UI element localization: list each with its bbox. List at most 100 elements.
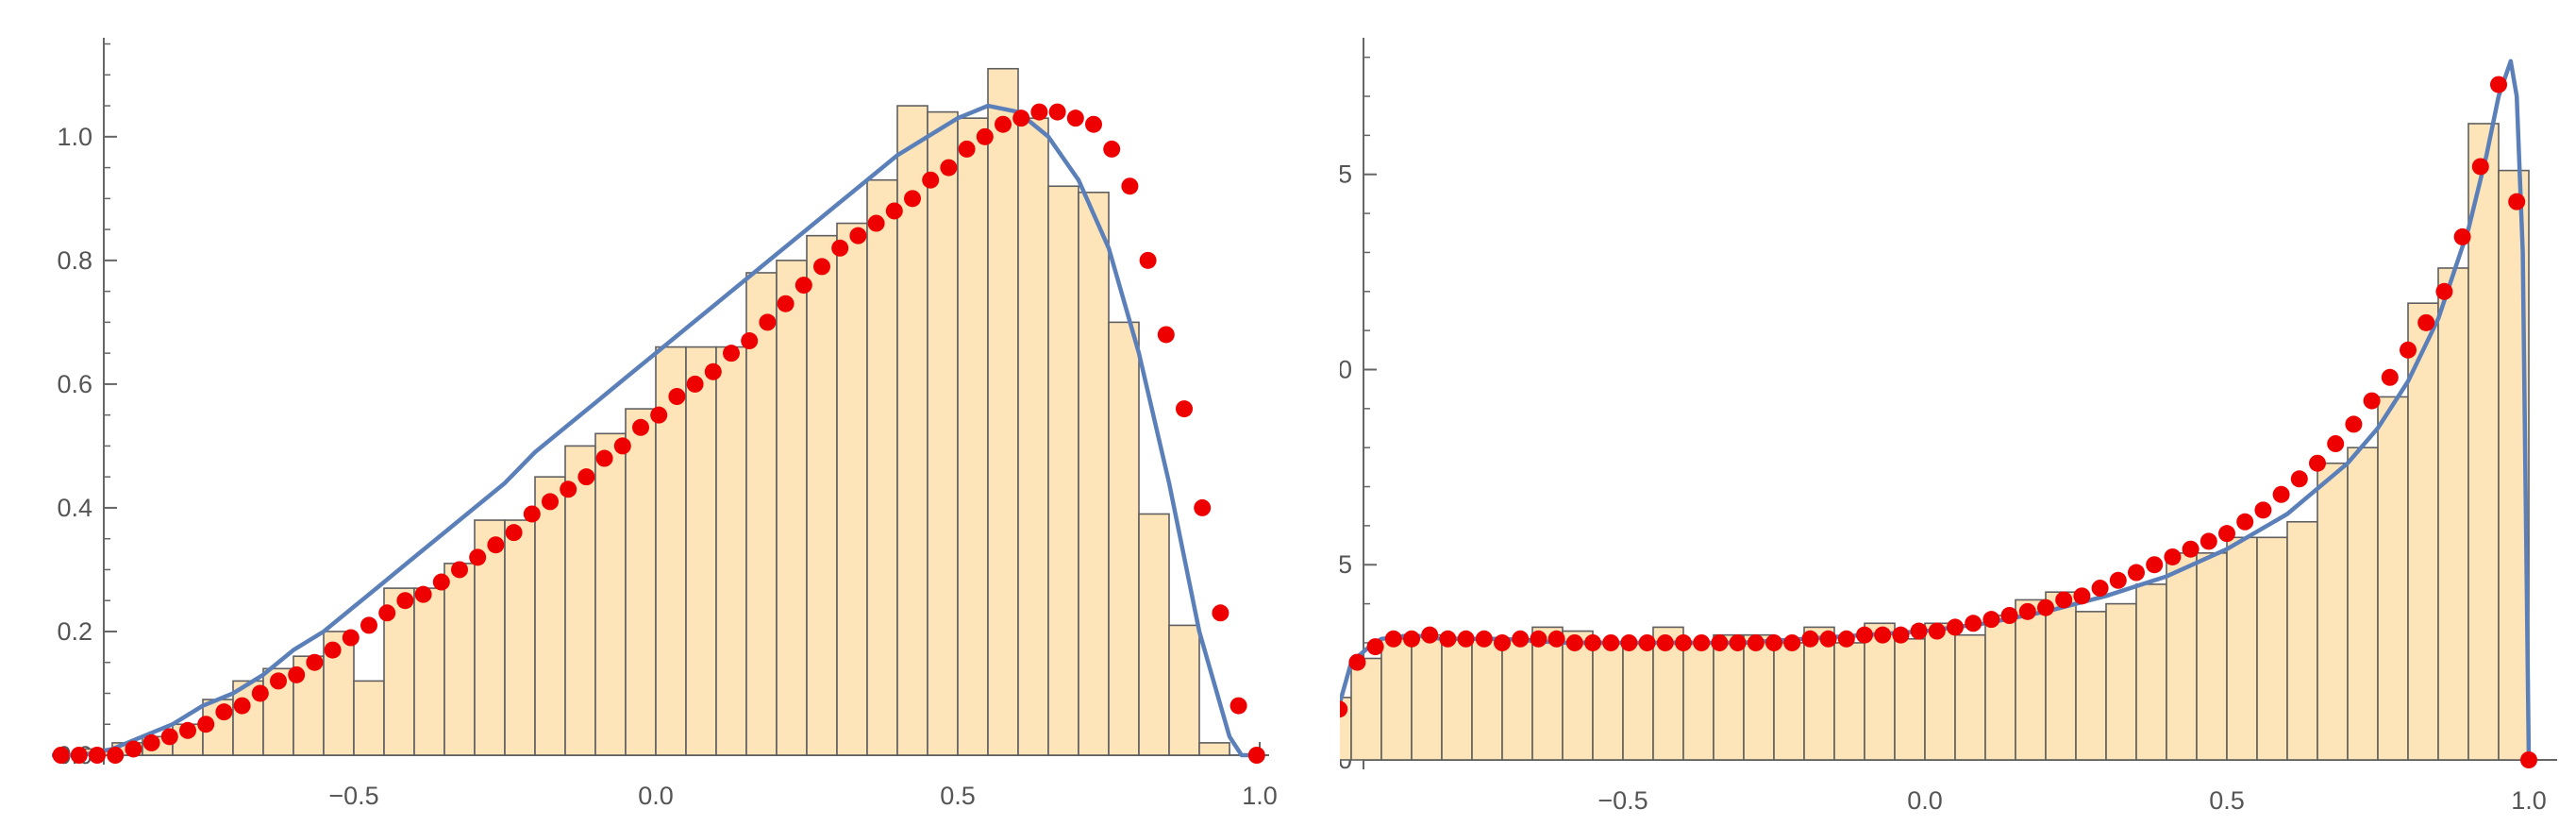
left-data-point xyxy=(107,747,125,764)
left-histogram-bar xyxy=(1078,191,1110,756)
left-histogram-bar xyxy=(806,234,838,756)
left-data-point xyxy=(1066,110,1084,127)
right-histogram-bar xyxy=(1411,633,1443,761)
right-data-point xyxy=(2109,571,2127,589)
left-data-point xyxy=(160,728,178,746)
left-data-point xyxy=(378,604,396,622)
right-data-point xyxy=(1457,630,1475,648)
left-data-point xyxy=(215,703,233,721)
right-histogram-bar xyxy=(1954,633,1986,761)
right-data-point xyxy=(2218,525,2235,543)
right-data-point xyxy=(1675,633,1692,651)
right-data-point xyxy=(1439,630,1457,648)
left-x-tick-label: 0.0 xyxy=(638,782,674,810)
right-data-point xyxy=(2272,485,2290,503)
right-histogram-bar xyxy=(2377,396,2409,761)
right-data-point xyxy=(1747,633,1765,651)
left-histogram-bar xyxy=(1168,624,1200,756)
right-data-point xyxy=(2037,598,2054,616)
right-data-point xyxy=(1819,630,1837,648)
left-data-point xyxy=(396,592,414,610)
right-data-point xyxy=(2435,282,2453,300)
right-data-point xyxy=(2345,415,2363,433)
left-data-point xyxy=(251,684,269,702)
right-histogram-bar xyxy=(1833,642,1865,761)
left-data-point xyxy=(451,561,468,579)
left-histogram-bar xyxy=(504,519,536,756)
left-histogram-bar xyxy=(685,346,717,756)
left-histogram-bar xyxy=(776,260,808,756)
right-data-point xyxy=(2309,454,2326,472)
right-data-point xyxy=(2254,501,2272,519)
right-histogram-bar xyxy=(1441,638,1473,761)
left-histogram-bar xyxy=(896,105,928,756)
left-data-point xyxy=(595,449,613,467)
right-histogram-bar xyxy=(1924,622,1956,761)
right-histogram-bar xyxy=(2407,302,2439,761)
left-data-point xyxy=(233,697,251,715)
left-histogram-bar xyxy=(836,222,868,756)
left-y-tick-label: 0.8 xyxy=(57,246,92,275)
right-histogram-bar xyxy=(1984,615,2016,761)
left-data-point xyxy=(125,740,142,758)
right-histogram-bar xyxy=(2045,591,2077,761)
right-data-point xyxy=(2055,591,2073,609)
left-data-point xyxy=(759,313,777,331)
left-data-point xyxy=(849,227,867,244)
left-data-point xyxy=(940,159,958,177)
right-data-point xyxy=(2128,564,2145,582)
left-histogram-bar xyxy=(1047,185,1079,756)
left-histogram-bar xyxy=(594,432,627,756)
right-x-tick-label: 1.0 xyxy=(2511,786,2547,815)
left-data-point xyxy=(1048,103,1066,121)
left-data-point xyxy=(922,171,940,189)
right-histogram-bar xyxy=(1471,638,1503,761)
left-data-point xyxy=(432,573,450,591)
left-data-point xyxy=(89,747,106,764)
right-data-point xyxy=(1982,611,2000,629)
right-data-point xyxy=(2490,76,2507,93)
right-histogram-bar xyxy=(1380,638,1413,761)
right-histogram-bar xyxy=(2467,123,2500,761)
left-data-point xyxy=(686,375,704,393)
right-data-point xyxy=(1565,633,1583,651)
right-data-point xyxy=(2471,158,2489,176)
right-x-tick-label: 0.5 xyxy=(2209,786,2245,815)
right-histogram-chart: 0.00.51.01.5−0.50.00.51.0 xyxy=(1340,0,2576,826)
right-data-point xyxy=(2417,313,2435,331)
left-chart-svg: 0.00.20.40.60.81.0−0.50.00.51.0 xyxy=(52,38,1278,810)
right-data-point xyxy=(1711,633,1729,651)
right-data-point xyxy=(1366,638,1384,656)
left-data-point xyxy=(342,629,360,647)
right-data-point xyxy=(2381,368,2399,386)
right-data-point xyxy=(1620,633,1638,651)
right-data-point xyxy=(1965,615,1982,632)
right-data-point xyxy=(1656,633,1674,651)
left-histogram-bar xyxy=(957,117,989,756)
right-y-tick-label: 1.5 xyxy=(1340,160,1352,189)
right-data-point xyxy=(1928,622,1946,640)
left-data-point xyxy=(741,332,759,350)
right-data-point xyxy=(2327,435,2345,453)
left-histogram-bar xyxy=(1138,513,1170,756)
left-y-tick-label: 1.0 xyxy=(57,123,92,151)
right-data-point xyxy=(1602,633,1620,651)
left-data-point xyxy=(70,747,88,764)
left-histogram-bar xyxy=(987,67,1019,756)
right-data-point xyxy=(2182,540,2200,558)
left-histogram-bar xyxy=(866,178,898,756)
right-data-point xyxy=(2400,341,2417,359)
left-histogram-bar xyxy=(413,587,445,756)
right-data-point xyxy=(2290,470,2308,488)
left-data-point xyxy=(813,258,830,276)
left-data-point xyxy=(1176,400,1193,418)
left-data-point xyxy=(306,653,324,671)
right-histogram-bar xyxy=(1773,642,1805,761)
right-histogram-bar xyxy=(2015,598,2047,761)
left-data-point xyxy=(904,190,921,208)
right-data-point xyxy=(1403,630,1420,648)
left-data-point xyxy=(560,480,577,498)
left-data-point xyxy=(542,493,559,511)
right-histogram-bar xyxy=(1562,630,1594,761)
right-histogram-bar xyxy=(2256,536,2288,761)
